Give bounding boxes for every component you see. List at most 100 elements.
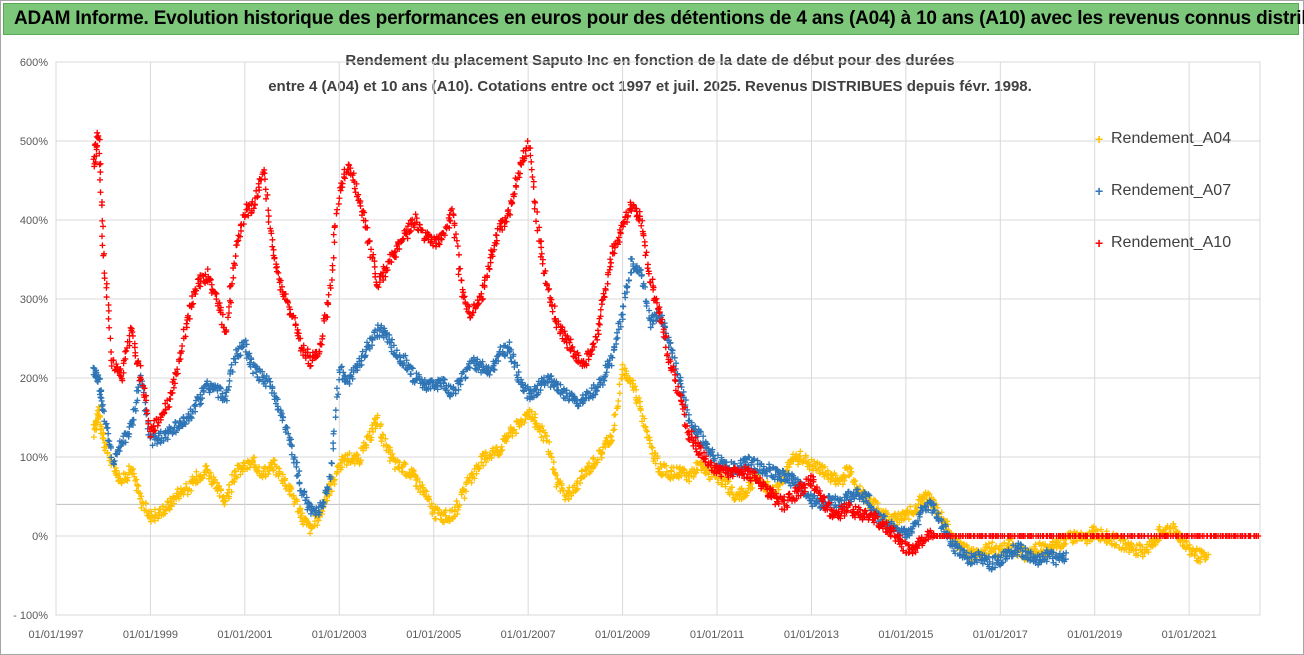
data-point-a04 bbox=[499, 447, 506, 454]
data-point-a07 bbox=[187, 413, 194, 420]
data-point-a07 bbox=[486, 371, 493, 378]
data-point-a04 bbox=[468, 479, 475, 486]
data-point-a07 bbox=[495, 358, 502, 365]
data-point-a07 bbox=[284, 424, 291, 431]
data-point-a04 bbox=[190, 476, 197, 483]
data-point-a07 bbox=[594, 387, 601, 394]
data-point-a04 bbox=[297, 505, 304, 512]
data-point-a04 bbox=[698, 460, 705, 467]
data-point-a04 bbox=[270, 467, 277, 474]
data-point-a07 bbox=[474, 356, 481, 363]
data-point-a04 bbox=[744, 489, 751, 496]
data-point-a07 bbox=[226, 377, 233, 384]
data-point-a07 bbox=[390, 342, 397, 349]
data-point-a07 bbox=[332, 414, 339, 421]
data-point-a04 bbox=[648, 444, 655, 451]
data-point-a10 bbox=[98, 233, 105, 240]
data-point-a04 bbox=[314, 522, 321, 529]
data-point-a10 bbox=[262, 186, 269, 193]
data-point-a04 bbox=[553, 483, 560, 490]
data-point-a04 bbox=[142, 507, 149, 514]
data-point-a07 bbox=[325, 486, 332, 493]
data-point-a07 bbox=[557, 381, 564, 388]
data-point-a07 bbox=[185, 417, 192, 424]
data-point-a04 bbox=[749, 485, 756, 492]
data-point-a07 bbox=[440, 376, 447, 383]
data-point-a07 bbox=[490, 366, 497, 373]
legend-item-a04: + Rendement_A04 bbox=[1095, 128, 1275, 180]
x-tick-label: 01/01/1999 bbox=[123, 629, 178, 641]
data-point-a04 bbox=[857, 483, 864, 490]
data-point-a07 bbox=[838, 497, 845, 504]
data-point-a04 bbox=[1123, 546, 1130, 553]
data-point-a04 bbox=[686, 478, 693, 485]
data-point-a04 bbox=[1193, 545, 1200, 552]
data-point-a04 bbox=[1055, 539, 1062, 546]
data-point-a07 bbox=[172, 418, 179, 425]
data-point-a04 bbox=[116, 471, 123, 478]
data-point-a07 bbox=[668, 346, 675, 353]
data-point-a04 bbox=[98, 426, 105, 433]
data-point-a04 bbox=[260, 468, 267, 475]
data-point-a07 bbox=[711, 455, 718, 462]
data-point-a07 bbox=[98, 397, 105, 404]
data-point-a04 bbox=[143, 500, 150, 507]
data-point-a04 bbox=[550, 466, 557, 473]
banner: ADAM Informe. Evolution historique des p… bbox=[3, 3, 1304, 35]
data-point-a10 bbox=[106, 324, 113, 331]
data-point-a04 bbox=[307, 530, 314, 537]
data-point-a04 bbox=[339, 464, 346, 471]
data-point-a04 bbox=[419, 482, 426, 489]
data-point-a04 bbox=[851, 481, 858, 488]
data-point-a04 bbox=[573, 486, 580, 493]
data-point-a07 bbox=[192, 408, 199, 415]
data-point-a04 bbox=[632, 383, 639, 390]
data-point-a07 bbox=[296, 480, 303, 487]
data-point-a07 bbox=[327, 475, 334, 482]
data-point-a10 bbox=[264, 191, 271, 198]
data-point-a07 bbox=[301, 488, 308, 495]
data-point-a04 bbox=[920, 498, 927, 505]
data-point-a04 bbox=[255, 464, 262, 471]
data-point-a04 bbox=[715, 479, 722, 486]
data-point-a04 bbox=[148, 508, 155, 515]
data-point-a04 bbox=[495, 452, 502, 459]
data-point-a04 bbox=[670, 475, 677, 482]
data-point-a04 bbox=[253, 468, 260, 475]
data-point-a07 bbox=[643, 302, 650, 309]
data-point-a07 bbox=[330, 428, 337, 435]
data-point-a04 bbox=[511, 426, 518, 433]
data-point-a10 bbox=[230, 274, 237, 281]
data-point-a04 bbox=[357, 457, 364, 464]
data-point-a10 bbox=[458, 277, 465, 284]
data-point-a04 bbox=[281, 475, 288, 482]
data-point-a10 bbox=[530, 178, 537, 185]
data-point-a07 bbox=[293, 472, 300, 479]
data-point-a04 bbox=[583, 471, 590, 478]
data-point-a07 bbox=[614, 329, 621, 336]
data-point-a07 bbox=[271, 390, 278, 397]
data-point-a07 bbox=[778, 477, 785, 484]
data-point-a07 bbox=[617, 323, 624, 330]
data-point-a04 bbox=[847, 465, 854, 472]
data-point-a04 bbox=[139, 499, 146, 506]
data-point-a07 bbox=[366, 345, 373, 352]
data-point-a07 bbox=[613, 336, 620, 343]
data-point-a07 bbox=[466, 364, 473, 371]
data-point-a04 bbox=[641, 415, 648, 422]
data-point-a07 bbox=[776, 471, 783, 478]
data-point-a07 bbox=[340, 369, 347, 376]
data-point-a07 bbox=[101, 408, 108, 415]
y-tick-label: 300% bbox=[20, 294, 48, 306]
data-point-a07 bbox=[97, 394, 104, 401]
data-point-a04 bbox=[577, 480, 584, 487]
data-point-a07 bbox=[117, 443, 124, 450]
data-point-a04 bbox=[377, 421, 384, 428]
data-point-a04 bbox=[852, 478, 859, 485]
data-point-a04 bbox=[237, 471, 244, 478]
data-point-a10 bbox=[590, 340, 597, 347]
data-point-a07 bbox=[688, 419, 695, 426]
data-point-a04 bbox=[900, 516, 907, 523]
data-point-a07 bbox=[104, 424, 111, 431]
data-point-a07 bbox=[692, 423, 699, 430]
